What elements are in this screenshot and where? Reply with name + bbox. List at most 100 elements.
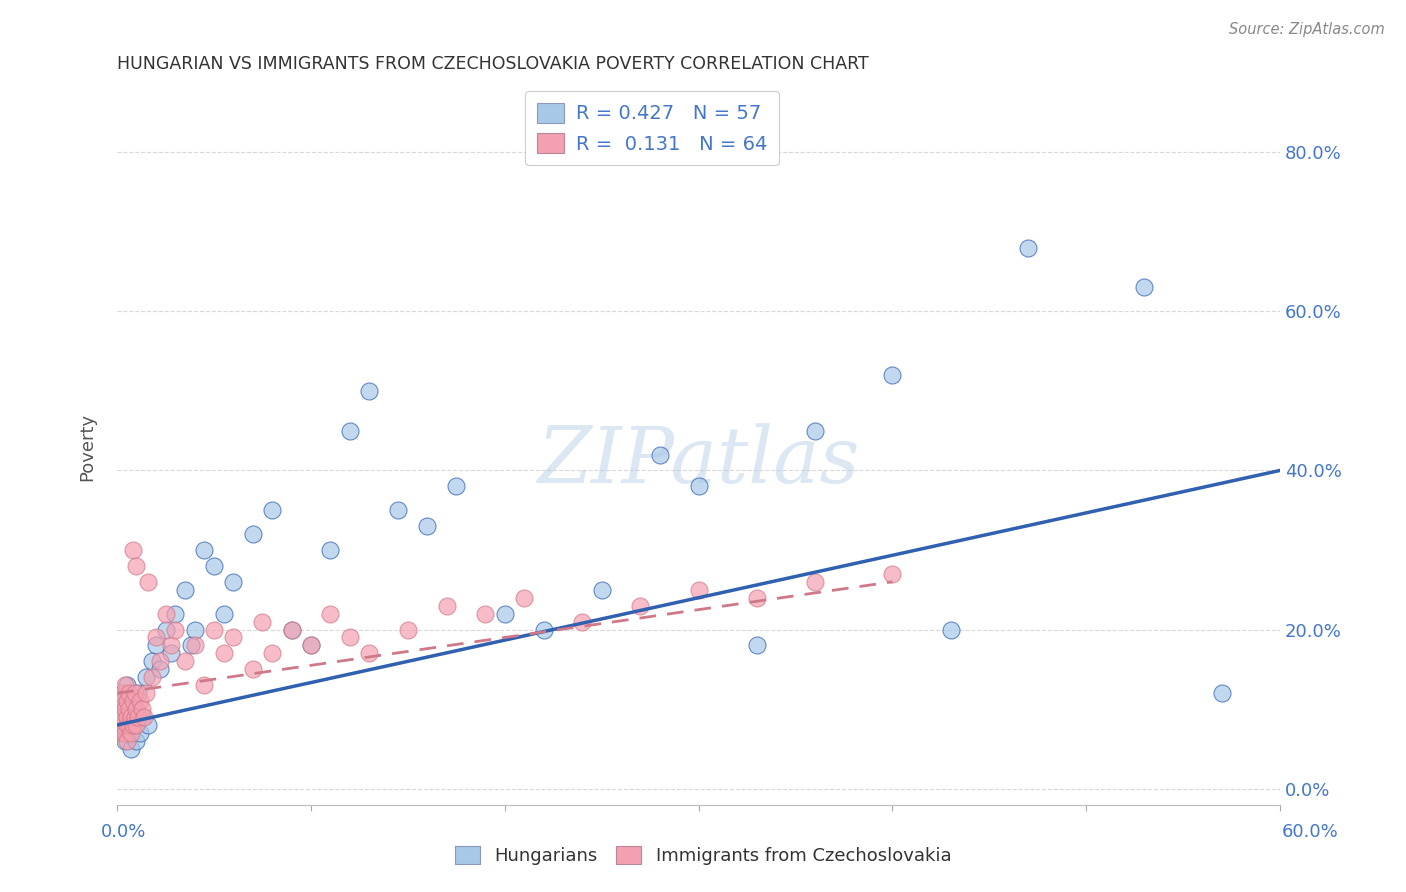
Text: ZIPatlas: ZIPatlas	[537, 423, 859, 499]
Point	[145, 631, 167, 645]
Point	[121, 694, 143, 708]
Point	[1017, 241, 1039, 255]
Point	[202, 623, 225, 637]
Point	[359, 647, 381, 661]
Point	[124, 686, 146, 700]
Point	[131, 710, 153, 724]
Point	[1133, 280, 1156, 294]
Point	[155, 607, 177, 621]
Point	[125, 702, 148, 716]
Point	[110, 686, 132, 700]
Point	[135, 670, 157, 684]
Point	[193, 678, 215, 692]
Point	[115, 694, 138, 708]
Y-axis label: Poverty: Poverty	[79, 412, 96, 481]
Point	[628, 599, 651, 613]
Point	[125, 558, 148, 573]
Point	[114, 702, 136, 716]
Point	[121, 718, 143, 732]
Point	[882, 368, 904, 382]
Point	[110, 702, 132, 716]
Point	[193, 543, 215, 558]
Point	[118, 718, 141, 732]
Point	[129, 726, 152, 740]
Point	[120, 710, 142, 724]
Point	[124, 718, 146, 732]
Point	[174, 654, 197, 668]
Point	[180, 639, 202, 653]
Point	[111, 686, 134, 700]
Point	[474, 607, 496, 621]
Point	[688, 582, 710, 597]
Point	[115, 678, 138, 692]
Point	[533, 623, 555, 637]
Point	[222, 574, 245, 589]
Point	[114, 734, 136, 748]
Point	[115, 718, 138, 732]
Point	[115, 734, 138, 748]
Point	[108, 718, 131, 732]
Point	[165, 623, 187, 637]
Text: Source: ZipAtlas.com: Source: ZipAtlas.com	[1229, 22, 1385, 37]
Point	[110, 710, 132, 724]
Point	[141, 654, 163, 668]
Point	[121, 694, 143, 708]
Point	[115, 694, 138, 708]
Point	[183, 639, 205, 653]
Point	[155, 623, 177, 637]
Point	[339, 631, 361, 645]
Point	[111, 718, 134, 732]
Point	[416, 519, 439, 533]
Text: 0.0%: 0.0%	[101, 822, 146, 840]
Point	[882, 566, 904, 581]
Point	[131, 702, 153, 716]
Point	[114, 678, 136, 692]
Point	[804, 424, 827, 438]
Point	[939, 623, 962, 637]
Point	[120, 742, 142, 756]
Point	[115, 710, 138, 724]
Point	[804, 574, 827, 589]
Point	[262, 503, 284, 517]
Point	[299, 639, 322, 653]
Text: HUNGARIAN VS IMMIGRANTS FROM CZECHOSLOVAKIA POVERTY CORRELATION CHART: HUNGARIAN VS IMMIGRANTS FROM CZECHOSLOVA…	[117, 55, 869, 73]
Text: 60.0%: 60.0%	[1282, 822, 1339, 840]
Point	[160, 639, 183, 653]
Point	[280, 623, 302, 637]
Point	[145, 639, 167, 653]
Point	[149, 662, 172, 676]
Point	[121, 543, 143, 558]
Point	[359, 384, 381, 398]
Point	[745, 591, 768, 605]
Point	[387, 503, 409, 517]
Point	[571, 615, 593, 629]
Legend: R = 0.427   N = 57, R =  0.131   N = 64: R = 0.427 N = 57, R = 0.131 N = 64	[526, 91, 779, 165]
Point	[252, 615, 274, 629]
Point	[125, 718, 148, 732]
Point	[118, 702, 141, 716]
Point	[118, 726, 141, 740]
Point	[174, 582, 197, 597]
Point	[1211, 686, 1233, 700]
Point	[242, 662, 264, 676]
Point	[120, 710, 142, 724]
Point	[111, 694, 134, 708]
Point	[319, 543, 342, 558]
Point	[396, 623, 419, 637]
Point	[136, 718, 159, 732]
Point	[125, 734, 148, 748]
Point	[202, 558, 225, 573]
Point	[165, 607, 187, 621]
Point	[136, 574, 159, 589]
Point	[120, 726, 142, 740]
Point	[127, 710, 149, 724]
Point	[262, 647, 284, 661]
Point	[108, 702, 131, 716]
Point	[111, 726, 134, 740]
Point	[115, 718, 138, 732]
Point	[127, 686, 149, 700]
Point	[108, 718, 131, 732]
Point	[280, 623, 302, 637]
Point	[129, 694, 152, 708]
Legend: Hungarians, Immigrants from Czechoslovakia: Hungarians, Immigrants from Czechoslovak…	[447, 838, 959, 872]
